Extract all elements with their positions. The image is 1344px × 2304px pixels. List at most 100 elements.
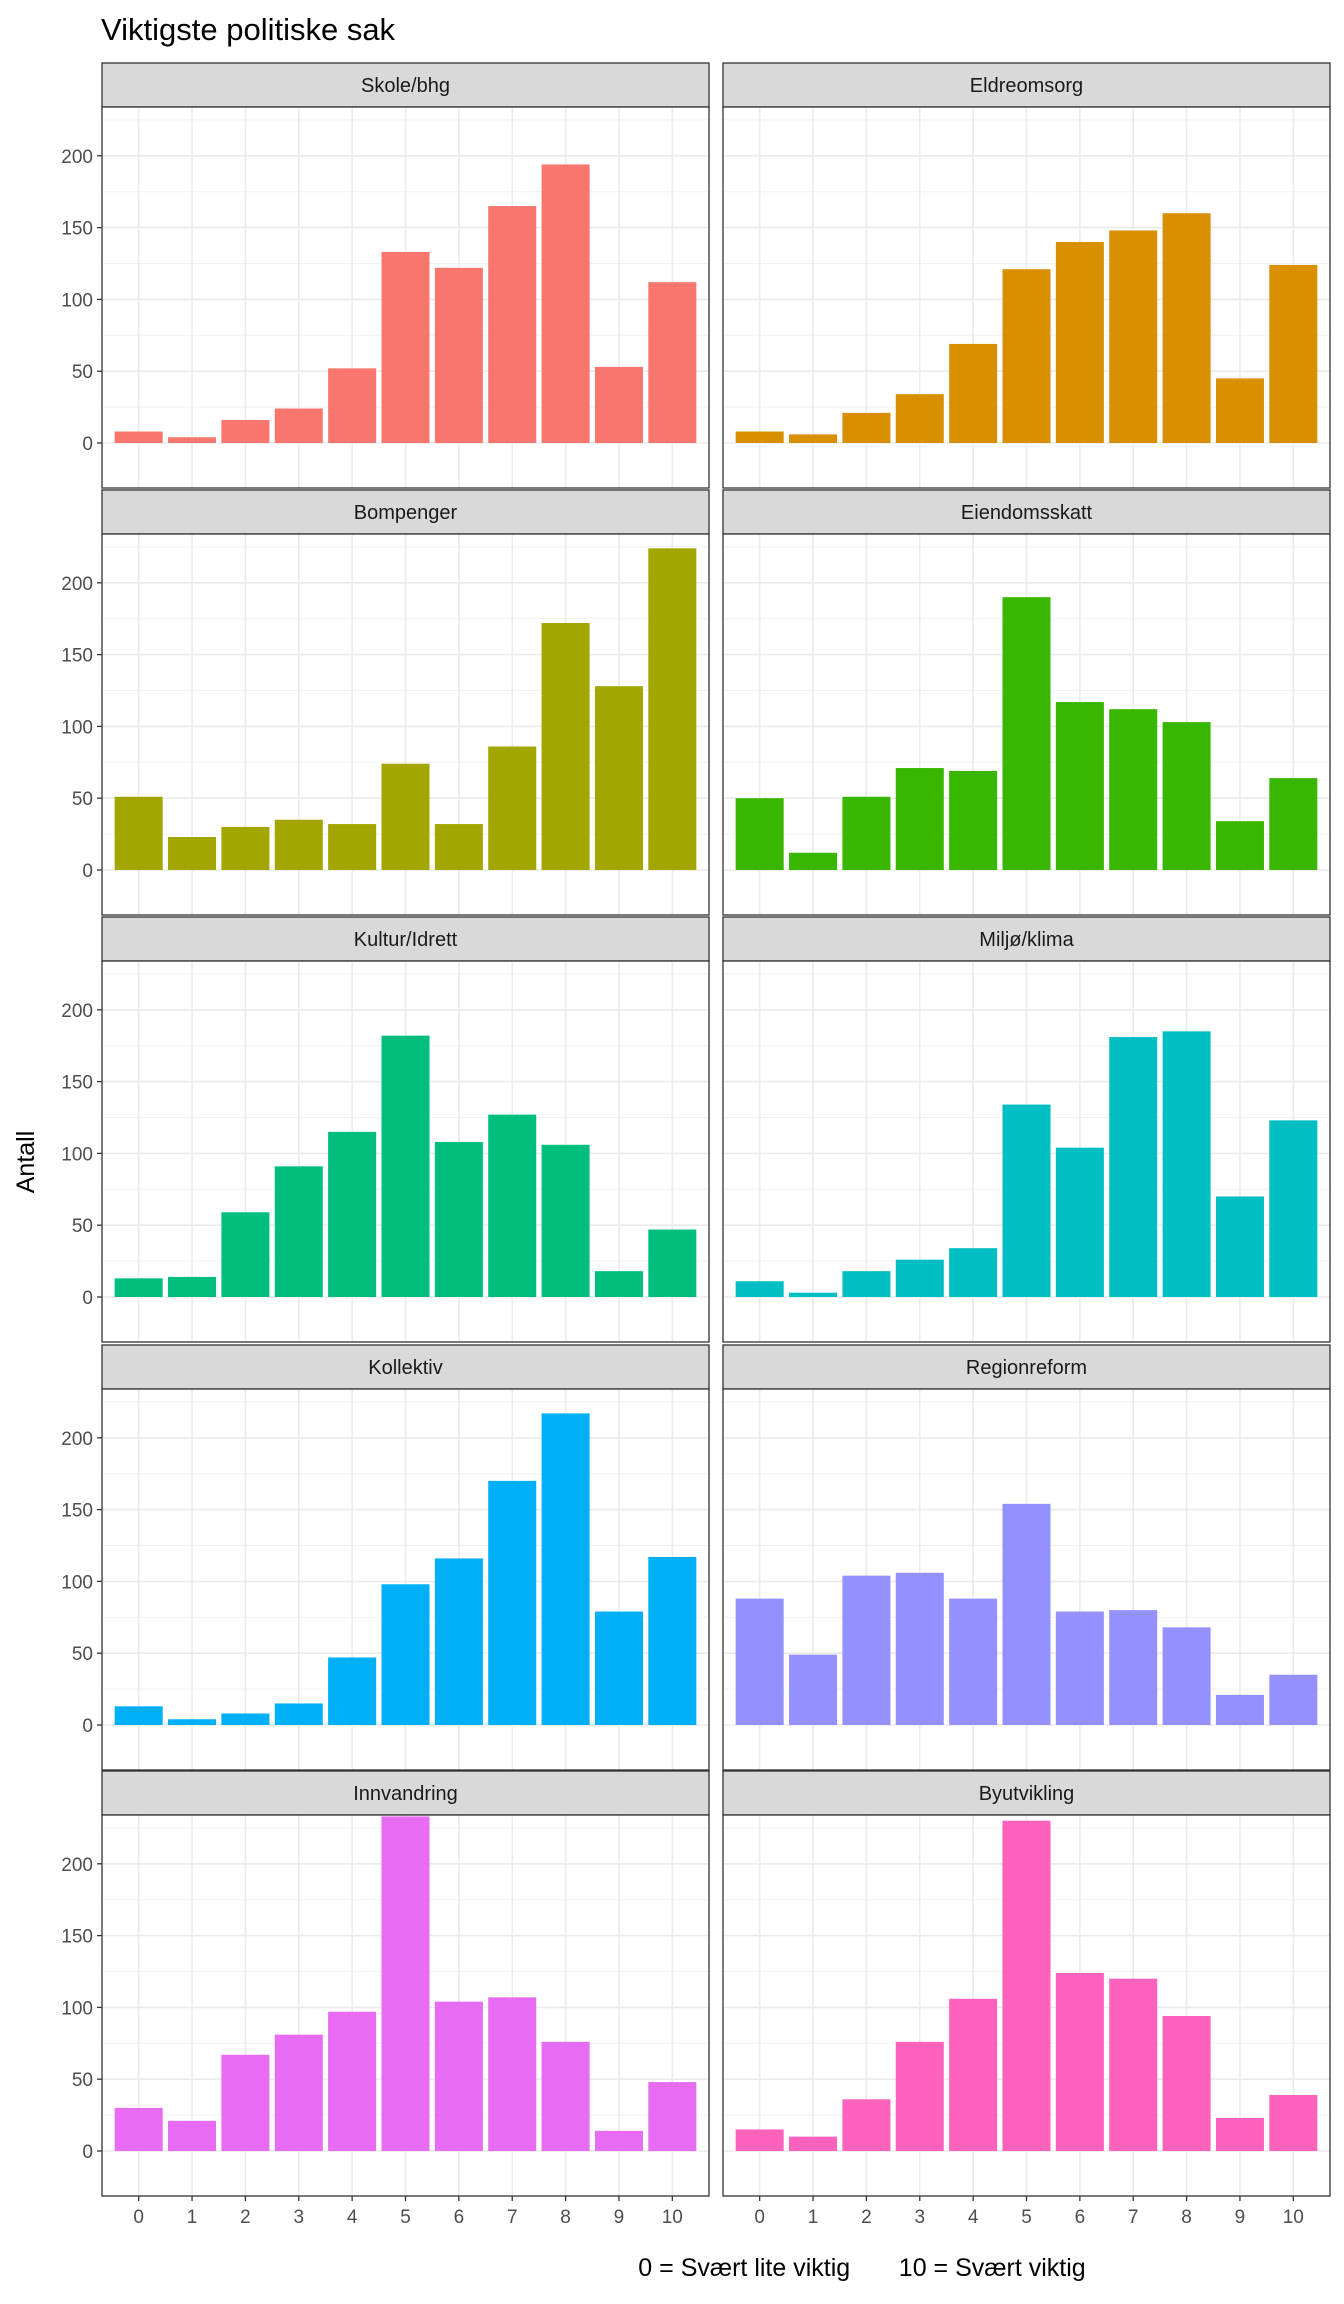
bar-regionreform-0 <box>735 1598 784 1725</box>
x-tick-label: 7 <box>507 2207 518 2228</box>
bar-eldreomsorg-10 <box>1269 264 1318 443</box>
bar-eldreomsorg-7 <box>1109 230 1158 443</box>
bar-eldreomsorg-4 <box>949 343 998 443</box>
bar-eiendomsskatt-10 <box>1269 778 1318 870</box>
x-tick-label: 6 <box>1075 2207 1086 2228</box>
panel-byutvikling: Byutvikling 0 1 2 3 4 5 6 7 8 9 10 <box>722 1770 1331 2228</box>
x-tick-label: 1 <box>187 2207 198 2228</box>
bar-byutvikling-9 <box>1215 2117 1264 2151</box>
bar-regionreform-4 <box>949 1598 998 1725</box>
x-tick-label: 4 <box>968 2207 979 2228</box>
bar-bompenger-4 <box>328 824 377 870</box>
y-tick-label: 0 <box>82 434 93 455</box>
bar-bompenger-9 <box>594 686 643 870</box>
y-tick-label: 200 <box>61 1855 93 1876</box>
bar-miljo-klima-6 <box>1055 1147 1104 1297</box>
bar-kultur-idrett-0 <box>114 1278 163 1297</box>
y-tick-label: 50 <box>72 2070 93 2091</box>
bar-byutvikling-5 <box>1002 1820 1051 2151</box>
y-tick-label: 100 <box>61 1144 93 1165</box>
y-tick-label: 50 <box>72 1644 93 1665</box>
bar-miljo-klima-1 <box>789 1292 838 1297</box>
panel-border-skole-bhg <box>101 106 710 489</box>
bar-kollektiv-0 <box>114 1706 163 1725</box>
x-tick-label: 5 <box>1021 2207 1032 2228</box>
bar-regionreform-10 <box>1269 1674 1318 1725</box>
y-tick-label: 200 <box>61 1429 93 1450</box>
bar-kollektiv-4 <box>328 1657 377 1725</box>
x-tick-label: 2 <box>861 2207 872 2228</box>
x-tick-label: 2 <box>240 2207 251 2228</box>
bar-innvandring-6 <box>434 2001 483 2151</box>
bar-miljo-klima-8 <box>1162 1031 1211 1297</box>
bar-kollektiv-7 <box>488 1480 537 1725</box>
bar-bompenger-2 <box>221 826 270 870</box>
x-tick-label: 4 <box>347 2207 358 2228</box>
bar-miljo-klima-9 <box>1215 1196 1264 1297</box>
x-tick-label: 3 <box>914 2207 925 2228</box>
bar-eldreomsorg-5 <box>1002 269 1051 443</box>
bar-kollektiv-6 <box>434 1558 483 1725</box>
strip-regionreform <box>722 1344 1331 1390</box>
bar-skole-bhg-2 <box>221 420 270 443</box>
x-tick-label: 6 <box>454 2207 465 2228</box>
bar-eldreomsorg-6 <box>1055 241 1104 443</box>
panel-kultur-idrett: Kultur/Idrett 0 50 100 150 200 <box>61 916 710 1343</box>
y-axis-title: Antall <box>12 1131 40 1194</box>
panel-border-bompenger <box>101 533 710 916</box>
strip-label-miljo-klima: Miljø/klima <box>979 929 1074 951</box>
bar-eiendomsskatt-1 <box>789 852 838 870</box>
strip-label-eiendomsskatt: Eiendomsskatt <box>961 502 1093 524</box>
bar-innvandring-0 <box>114 2107 163 2151</box>
bar-innvandring-9 <box>594 2130 643 2151</box>
panel-regionreform: Regionreform <box>722 1344 1331 1771</box>
y-tick-label: 0 <box>82 1716 93 1737</box>
bar-eiendomsskatt-5 <box>1002 597 1051 870</box>
strip-bompenger <box>101 489 710 535</box>
bar-bompenger-3 <box>274 819 323 870</box>
bar-kollektiv-3 <box>274 1703 323 1725</box>
y-tick-label: 100 <box>61 290 93 311</box>
bar-skole-bhg-10 <box>648 282 697 443</box>
bar-kultur-idrett-8 <box>541 1144 590 1297</box>
bar-skole-bhg-0 <box>114 431 163 443</box>
y-tick-label: 150 <box>61 1927 93 1948</box>
bar-byutvikling-8 <box>1162 2016 1211 2151</box>
x-tick-label: 7 <box>1128 2207 1139 2228</box>
bar-bompenger-7 <box>488 746 537 870</box>
bar-kollektiv-8 <box>541 1413 590 1725</box>
strip-label-regionreform: Regionreform <box>966 1357 1087 1379</box>
panel-miljo-klima: Miljø/klima <box>722 916 1331 1343</box>
strip-label-kollektiv: Kollektiv <box>368 1357 442 1379</box>
panel-border-kollektiv <box>101 1388 710 1771</box>
facet-panels: Skole/bhg050100150200EldreomsorgBompenge… <box>61 62 1331 2228</box>
y-tick-label: 100 <box>61 1572 93 1593</box>
bar-skole-bhg-8 <box>541 164 590 443</box>
bar-eldreomsorg-2 <box>842 412 891 443</box>
strip-label-kultur-idrett: Kultur/Idrett <box>354 929 458 951</box>
bar-kollektiv-10 <box>648 1556 697 1725</box>
y-tick-label: 50 <box>72 1216 93 1237</box>
bar-byutvikling-3 <box>895 2041 944 2151</box>
strip-kollektiv <box>101 1344 710 1390</box>
y-tick-label: 50 <box>72 789 93 810</box>
bar-miljo-klima-0 <box>735 1281 784 1297</box>
bar-regionreform-3 <box>895 1572 944 1725</box>
bar-kultur-idrett-10 <box>648 1229 697 1297</box>
bar-eldreomsorg-8 <box>1162 213 1211 443</box>
x-tick-label: 0 <box>133 2207 144 2228</box>
bar-eiendomsskatt-0 <box>735 798 784 870</box>
bar-regionreform-7 <box>1109 1610 1158 1725</box>
bar-byutvikling-1 <box>789 2136 838 2151</box>
x-tick-label: 5 <box>400 2207 411 2228</box>
bar-eiendomsskatt-7 <box>1109 709 1158 870</box>
bar-skole-bhg-6 <box>434 267 483 443</box>
panel-border-eldreomsorg <box>722 106 1331 489</box>
bar-innvandring-7 <box>488 1997 537 2151</box>
x-tick-label: 10 <box>662 2207 683 2228</box>
bar-skole-bhg-7 <box>488 206 537 443</box>
bar-kultur-idrett-9 <box>594 1271 643 1297</box>
y-tick-label: 200 <box>61 574 93 595</box>
bar-eldreomsorg-1 <box>789 434 838 443</box>
